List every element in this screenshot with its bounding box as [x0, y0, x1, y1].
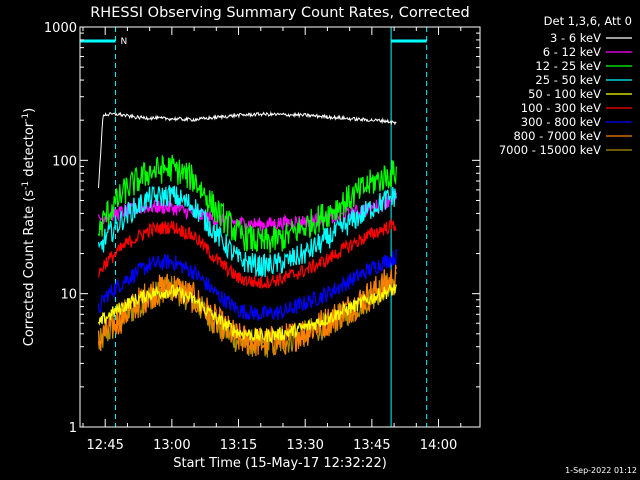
legend-label: 12 - 25 keV — [535, 59, 601, 73]
legend-label: 800 - 7000 keV — [513, 129, 601, 143]
series-layer — [97, 110, 397, 358]
legend-label: 7000 - 15000 keV — [499, 143, 601, 157]
x-tick-label: 13:45 — [353, 438, 390, 453]
x-axis-label: Start Time (15-May-17 12:32:22) — [173, 456, 387, 471]
x-tick-label: 14:00 — [420, 438, 457, 453]
y-axis-ticks: 1 10 100 1000 — [44, 21, 480, 436]
x-tick-label: 13:30 — [286, 438, 323, 453]
y-tick-label: 100 — [52, 154, 77, 169]
legend-header: Det 1,3,6, Att 0 — [544, 14, 632, 28]
plot-frame — [79, 26, 481, 428]
series-line-7 — [97, 264, 397, 357]
chart-title: RHESSI Observing Summary Count Rates, Co… — [90, 5, 470, 21]
series-line-4 — [97, 283, 397, 344]
y-tick-label: 1 — [69, 421, 77, 436]
x-axis-ticks: 12:45 13:00 13:15 13:30 13:45 14:00 — [82, 27, 462, 453]
timestamp: 1-Sep-2022 01:12 — [565, 466, 637, 475]
x-tick-label: 12:45 — [86, 438, 123, 453]
legend-label: 3 - 6 keV — [550, 31, 601, 45]
series-line-2 — [97, 154, 397, 254]
series-line-5 — [97, 218, 397, 289]
y-axis-label: Corrected Count Rate (s-1 detector-1) — [21, 108, 37, 346]
x-tick-label: 13:00 — [153, 438, 190, 453]
legend-label: 300 - 800 keV — [521, 115, 601, 129]
legend-label: 6 - 12 keV — [543, 45, 601, 59]
night-label: N — [121, 37, 128, 47]
legend-label: 100 - 300 keV — [521, 101, 601, 115]
series-line-0 — [98, 110, 397, 189]
y-tick-label: 10 — [60, 288, 77, 303]
legend-label: 50 - 100 keV — [528, 87, 601, 101]
series-line-3 — [97, 185, 397, 279]
series-line-6 — [97, 249, 397, 321]
y-tick-label: 1000 — [44, 21, 77, 36]
x-tick-label: 13:15 — [220, 438, 257, 453]
legend-label: 25 - 50 keV — [535, 73, 601, 87]
